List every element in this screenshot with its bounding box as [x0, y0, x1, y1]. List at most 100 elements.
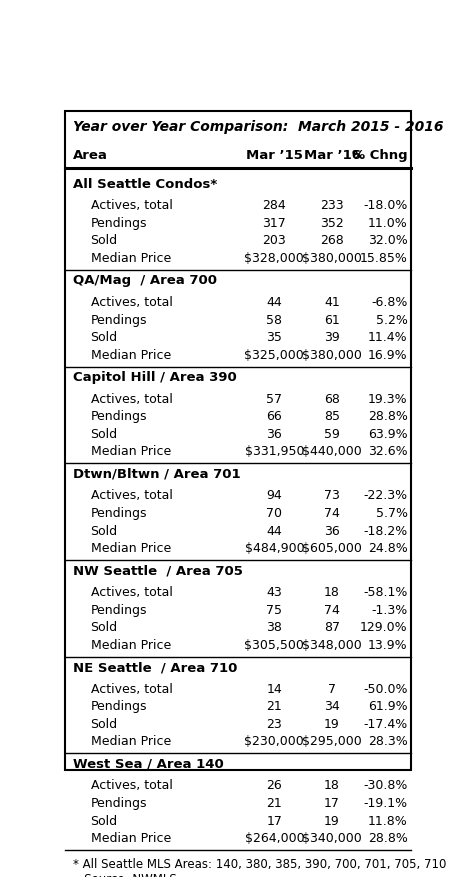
Text: -6.8%: -6.8%: [372, 296, 408, 309]
Text: Median Price: Median Price: [91, 252, 171, 265]
Text: $348,000: $348,000: [302, 638, 362, 651]
Text: 17: 17: [324, 796, 340, 809]
Text: $484,900: $484,900: [245, 541, 304, 554]
Text: 21: 21: [266, 796, 282, 809]
Text: $340,000: $340,000: [302, 831, 362, 845]
Text: 5.7%: 5.7%: [376, 506, 408, 519]
Text: 36: 36: [266, 427, 282, 440]
Text: 32.6%: 32.6%: [368, 445, 408, 458]
Text: 233: 233: [320, 199, 344, 212]
Text: QA/Mag  / Area 700: QA/Mag / Area 700: [73, 275, 217, 287]
Text: 61: 61: [324, 313, 340, 326]
Text: 13.9%: 13.9%: [368, 638, 408, 651]
Text: 41: 41: [324, 296, 340, 309]
Text: Median Price: Median Price: [91, 541, 171, 554]
Text: Mar ’15: Mar ’15: [246, 148, 303, 161]
Text: 36: 36: [324, 524, 340, 537]
Text: West Sea / Area 140: West Sea / Area 140: [73, 757, 223, 770]
Text: Capitol Hill / Area 390: Capitol Hill / Area 390: [73, 371, 236, 383]
Text: Pendings: Pendings: [91, 506, 147, 519]
Text: 28.8%: 28.8%: [368, 831, 408, 845]
Text: 66: 66: [266, 410, 282, 423]
Text: Pendings: Pendings: [91, 602, 147, 616]
Text: Sold: Sold: [91, 524, 118, 537]
Text: 26: 26: [266, 779, 282, 791]
Text: 21: 21: [266, 700, 282, 712]
Text: Source: NWMLS: Source: NWMLS: [73, 872, 176, 877]
Text: Actives, total: Actives, total: [91, 392, 173, 405]
Text: Median Price: Median Price: [91, 348, 171, 361]
Text: 14: 14: [266, 682, 282, 695]
Text: -22.3%: -22.3%: [364, 488, 408, 502]
Text: * All Seattle MLS Areas: 140, 380, 385, 390, 700, 701, 705, 710: * All Seattle MLS Areas: 140, 380, 385, …: [73, 857, 446, 870]
Text: 35: 35: [266, 331, 282, 344]
Text: 16.9%: 16.9%: [368, 348, 408, 361]
Text: Sold: Sold: [91, 814, 118, 827]
Text: Median Price: Median Price: [91, 831, 171, 845]
Text: -19.1%: -19.1%: [364, 796, 408, 809]
Text: -17.4%: -17.4%: [364, 717, 408, 730]
Text: 63.9%: 63.9%: [368, 427, 408, 440]
Text: NE Seattle  / Area 710: NE Seattle / Area 710: [73, 660, 237, 674]
Text: 74: 74: [324, 602, 340, 616]
Text: Pendings: Pendings: [91, 796, 147, 809]
Text: 44: 44: [266, 524, 282, 537]
Text: 15.85%: 15.85%: [360, 252, 408, 265]
Text: 39: 39: [324, 331, 340, 344]
Text: -18.0%: -18.0%: [363, 199, 408, 212]
Text: 75: 75: [266, 602, 282, 616]
Text: 317: 317: [262, 217, 286, 230]
Text: 68: 68: [324, 392, 340, 405]
Text: 94: 94: [266, 488, 282, 502]
Text: 129.0%: 129.0%: [360, 621, 408, 633]
Text: $325,000: $325,000: [245, 348, 304, 361]
Text: 7: 7: [328, 682, 336, 695]
Text: $380,000: $380,000: [302, 348, 362, 361]
Text: Sold: Sold: [91, 717, 118, 730]
Text: Sold: Sold: [91, 621, 118, 633]
Text: 24.8%: 24.8%: [368, 541, 408, 554]
Text: Median Price: Median Price: [91, 638, 171, 651]
Text: 18: 18: [324, 585, 340, 598]
Text: Sold: Sold: [91, 234, 118, 247]
Text: Pendings: Pendings: [91, 313, 147, 326]
Text: Actives, total: Actives, total: [91, 779, 173, 791]
Text: 73: 73: [324, 488, 340, 502]
Text: $328,000: $328,000: [245, 252, 304, 265]
Text: $380,000: $380,000: [302, 252, 362, 265]
Text: -50.0%: -50.0%: [363, 682, 408, 695]
Text: -30.8%: -30.8%: [363, 779, 408, 791]
Text: Dtwn/Bltwn / Area 701: Dtwn/Bltwn / Area 701: [73, 467, 240, 481]
Text: 59: 59: [324, 427, 340, 440]
Text: $440,000: $440,000: [302, 445, 362, 458]
Text: % Chng: % Chng: [352, 148, 408, 161]
Text: $295,000: $295,000: [302, 735, 362, 747]
Text: 85: 85: [324, 410, 340, 423]
Text: Actives, total: Actives, total: [91, 488, 173, 502]
Text: Actives, total: Actives, total: [91, 585, 173, 598]
Text: 43: 43: [266, 585, 282, 598]
Text: 11.8%: 11.8%: [368, 814, 408, 827]
Text: Area: Area: [73, 148, 107, 161]
Text: -1.3%: -1.3%: [372, 602, 408, 616]
Text: All Seattle Condos*: All Seattle Condos*: [73, 177, 217, 190]
Text: Actives, total: Actives, total: [91, 199, 173, 212]
Text: Pendings: Pendings: [91, 410, 147, 423]
Text: Sold: Sold: [91, 427, 118, 440]
Text: 61.9%: 61.9%: [368, 700, 408, 712]
Text: 87: 87: [324, 621, 340, 633]
Text: 11.0%: 11.0%: [368, 217, 408, 230]
Text: -58.1%: -58.1%: [363, 585, 408, 598]
Text: 17: 17: [266, 814, 282, 827]
Text: Median Price: Median Price: [91, 735, 171, 747]
Text: $305,500: $305,500: [245, 638, 304, 651]
Text: Year over Year Comparison:  March 2015 - 2016: Year over Year Comparison: March 2015 - …: [73, 120, 443, 134]
Text: 34: 34: [324, 700, 340, 712]
Text: 268: 268: [320, 234, 344, 247]
Text: 32.0%: 32.0%: [368, 234, 408, 247]
Text: Pendings: Pendings: [91, 217, 147, 230]
FancyBboxPatch shape: [65, 112, 411, 770]
Text: 19: 19: [324, 717, 340, 730]
Text: Actives, total: Actives, total: [91, 296, 173, 309]
Text: $264,000: $264,000: [245, 831, 304, 845]
